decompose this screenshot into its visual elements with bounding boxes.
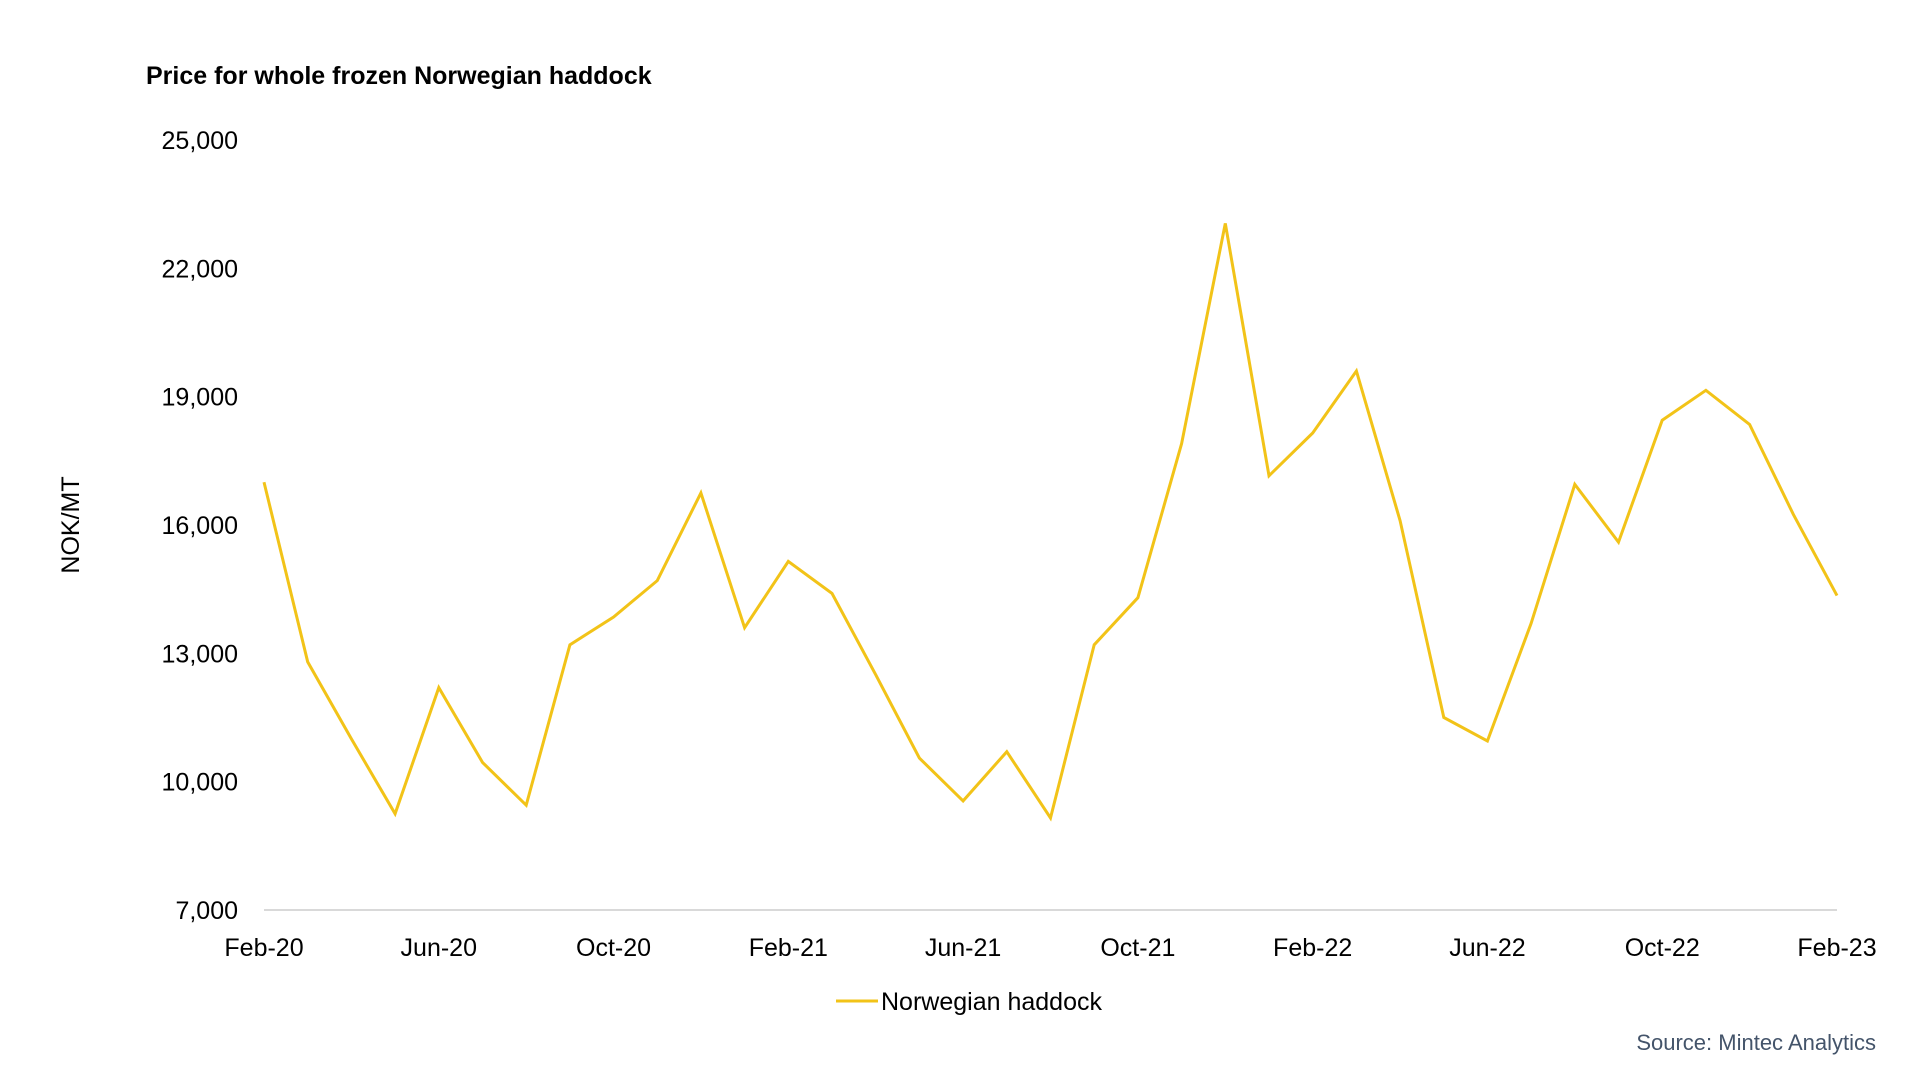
x-tick-label: Feb-23 <box>1797 934 1876 962</box>
y-tick-label: 7,000 <box>175 897 238 925</box>
x-tick-label: Feb-22 <box>1273 934 1352 962</box>
y-tick-label: 25,000 <box>162 127 238 155</box>
y-tick-label: 16,000 <box>162 512 238 540</box>
x-tick-label: Oct-20 <box>576 934 651 962</box>
y-tick-label: 13,000 <box>162 640 238 668</box>
y-tick-label: 10,000 <box>162 769 238 797</box>
chart-title: Price for whole frozen Norwegian haddock <box>146 62 652 90</box>
x-axis-tick-labels: Feb-20 Jun-20 Oct-20 Feb-21 Jun-21 Oct-21 Feb-… <box>224 934 1876 962</box>
y-axis-title: NOK/MT <box>57 476 85 573</box>
x-tick-label: Jun-20 <box>401 934 477 962</box>
legend: Norwegian haddock <box>836 988 1102 1016</box>
y-tick-label: 22,000 <box>162 255 238 283</box>
series-line-norwegian-haddock <box>262 223 1839 822</box>
x-tick-label: Jun-22 <box>1449 934 1525 962</box>
y-axis-tick-labels: 7,000 10,000 13,000 16,000 19,000 22,000 25,00… <box>162 127 238 925</box>
x-tick-label: Oct-22 <box>1625 934 1700 962</box>
y-tick-label: 19,000 <box>162 384 238 412</box>
series-group <box>262 223 1839 822</box>
x-tick-label: Jun-21 <box>925 934 1001 962</box>
legend-label-norwegian-haddock: Norwegian haddock <box>881 988 1102 1016</box>
x-tick-label: Feb-21 <box>749 934 828 962</box>
x-tick-label: Feb-20 <box>224 934 303 962</box>
x-tick-label: Oct-21 <box>1100 934 1175 962</box>
source-note: Source: Mintec Analytics <box>1636 1030 1876 1055</box>
